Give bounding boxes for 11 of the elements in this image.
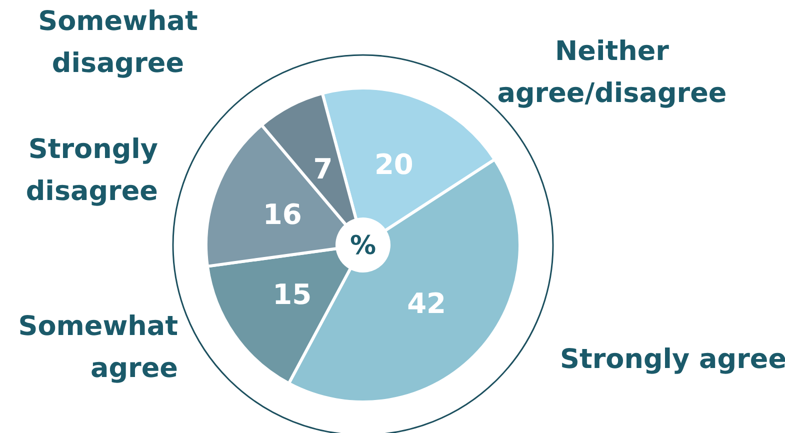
slice-label: Strongly disagree: [26, 134, 158, 207]
data-label: 20: [374, 148, 414, 182]
slice-label: Strongly agree: [560, 344, 785, 375]
slice-label: Somewhat disagree: [38, 6, 198, 79]
data-label: 42: [407, 287, 446, 320]
slice-label: Somewhat agree: [18, 311, 178, 384]
data-label: 7: [313, 152, 333, 186]
data-label: 16: [262, 198, 302, 231]
text: %: [350, 231, 376, 262]
slice-label: Neither agree/disagree: [497, 36, 727, 109]
data-label: 15: [272, 278, 312, 312]
